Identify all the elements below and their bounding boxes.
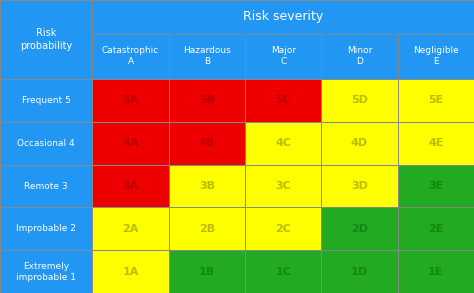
Text: Improbable 2: Improbable 2 [16,224,76,233]
Polygon shape [321,34,398,79]
Text: 5E: 5E [428,96,444,105]
Text: 5B: 5B [199,96,215,105]
Polygon shape [321,207,398,250]
Text: Major
C: Major C [271,46,296,67]
Polygon shape [0,250,92,293]
Text: 4C: 4C [275,138,291,148]
Polygon shape [0,79,92,122]
Text: 2D: 2D [351,224,368,234]
Text: 3A: 3A [122,181,139,191]
Polygon shape [245,165,321,207]
Polygon shape [169,122,245,165]
Text: 2C: 2C [275,224,291,234]
Text: 1E: 1E [428,267,444,277]
Text: Negligible
E: Negligible E [413,46,459,67]
Polygon shape [398,34,474,79]
Text: 4E: 4E [428,138,444,148]
Polygon shape [169,34,245,79]
Text: Occasional 4: Occasional 4 [18,139,75,148]
Polygon shape [245,250,321,293]
Polygon shape [92,79,169,122]
Text: 3E: 3E [428,181,444,191]
Text: Risk severity: Risk severity [243,10,323,23]
Text: 5C: 5C [275,96,291,105]
Polygon shape [245,34,321,79]
Polygon shape [321,250,398,293]
Polygon shape [169,207,245,250]
Text: 1A: 1A [122,267,139,277]
Polygon shape [321,79,398,122]
Polygon shape [0,207,92,250]
Text: Frequent 5: Frequent 5 [22,96,71,105]
Polygon shape [92,0,474,34]
Polygon shape [245,207,321,250]
Text: 2E: 2E [428,224,444,234]
Polygon shape [245,79,321,122]
Text: 1D: 1D [351,267,368,277]
Polygon shape [398,250,474,293]
Text: 2B: 2B [199,224,215,234]
Text: Hazardous
B: Hazardous B [183,46,231,67]
Text: 1C: 1C [275,267,291,277]
Text: Extremely
improbable 1: Extremely improbable 1 [16,262,76,282]
Text: Catastrophic
A: Catastrophic A [102,46,159,67]
Text: 5A: 5A [122,96,139,105]
Polygon shape [92,207,169,250]
Polygon shape [92,165,169,207]
Text: 2A: 2A [122,224,139,234]
Text: 5D: 5D [351,96,368,105]
Polygon shape [398,122,474,165]
Polygon shape [321,122,398,165]
Polygon shape [398,165,474,207]
Text: 3D: 3D [351,181,368,191]
Text: Risk
probability: Risk probability [20,28,73,51]
Polygon shape [92,34,169,79]
Polygon shape [169,250,245,293]
Text: Minor
D: Minor D [347,46,372,67]
Polygon shape [169,79,245,122]
Polygon shape [0,165,92,207]
Text: 1B: 1B [199,267,215,277]
Text: 4D: 4D [351,138,368,148]
Text: 4A: 4A [122,138,139,148]
Polygon shape [92,122,169,165]
Polygon shape [398,79,474,122]
Polygon shape [245,122,321,165]
Polygon shape [92,250,169,293]
Polygon shape [0,122,92,165]
Polygon shape [0,0,92,79]
Text: Remote 3: Remote 3 [24,182,68,190]
Polygon shape [398,207,474,250]
Text: 3B: 3B [199,181,215,191]
Polygon shape [169,165,245,207]
Polygon shape [321,165,398,207]
Text: 4B: 4B [199,138,215,148]
Text: 3C: 3C [275,181,291,191]
